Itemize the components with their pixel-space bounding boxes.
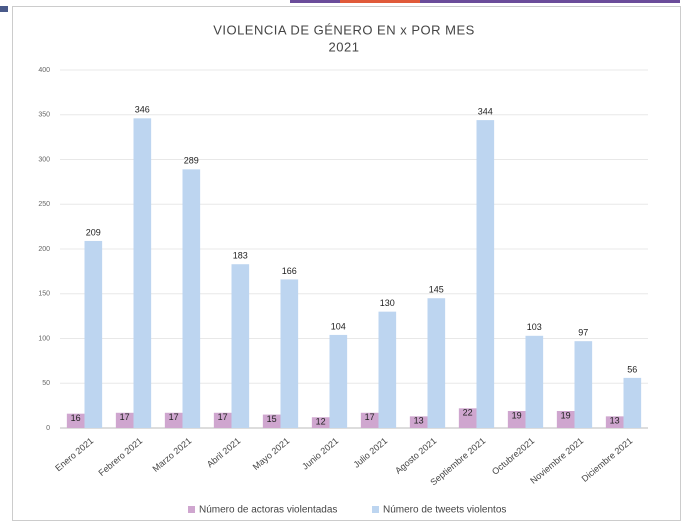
data-label: 17 <box>120 412 130 422</box>
bar <box>182 169 201 428</box>
bar <box>115 412 134 428</box>
data-label: 346 <box>135 105 150 115</box>
data-label: 16 <box>71 413 81 423</box>
y-tick-label: 300 <box>38 156 50 163</box>
bar <box>329 334 348 428</box>
data-label: 289 <box>184 156 199 166</box>
chart-title: VIOLENCIA DE GÉNERO EN x POR MES <box>213 22 475 37</box>
bar <box>525 335 544 428</box>
data-label: 209 <box>86 227 101 237</box>
data-label: 104 <box>331 321 346 331</box>
corner-mark <box>0 6 8 12</box>
data-label: 19 <box>561 410 571 420</box>
bar <box>507 410 526 428</box>
data-label: 12 <box>316 417 326 427</box>
y-tick-label: 50 <box>42 380 50 387</box>
legend-swatch <box>372 506 379 513</box>
bar <box>623 377 642 428</box>
legend-label: Número de actoras violentadas <box>199 505 337 516</box>
chart-subtitle: 2021 <box>329 39 360 54</box>
bar <box>231 264 250 428</box>
bar <box>133 118 152 428</box>
bar <box>427 298 446 428</box>
data-label: 19 <box>512 410 522 420</box>
data-label: 17 <box>365 412 375 422</box>
data-label: 103 <box>527 322 542 332</box>
bar <box>378 311 397 428</box>
data-label: 166 <box>282 266 297 276</box>
bar <box>164 412 183 428</box>
data-label: 17 <box>169 412 179 422</box>
data-label: 183 <box>233 251 248 261</box>
data-label: 17 <box>218 412 228 422</box>
data-label: 56 <box>627 364 637 374</box>
data-label: 344 <box>478 106 493 116</box>
bar <box>605 416 624 428</box>
legend-swatch <box>188 506 195 513</box>
bar <box>409 416 428 428</box>
data-label: 145 <box>429 285 444 295</box>
y-tick-label: 200 <box>38 246 50 253</box>
legend-label: Número de tweets violentos <box>383 505 506 516</box>
y-tick-label: 400 <box>38 67 50 74</box>
y-tick-label: 0 <box>46 425 50 432</box>
bar <box>213 412 232 428</box>
bar <box>84 240 103 428</box>
y-tick-label: 250 <box>38 201 50 208</box>
y-tick-label: 100 <box>38 335 50 342</box>
data-label: 15 <box>267 414 277 424</box>
y-tick-label: 350 <box>38 112 50 119</box>
data-label: 13 <box>610 416 620 426</box>
top-strip-accent <box>340 0 420 3</box>
bar <box>458 408 477 428</box>
data-label: 97 <box>578 328 588 338</box>
bar <box>556 410 575 428</box>
data-label: 130 <box>380 298 395 308</box>
bar <box>574 341 593 428</box>
bar <box>66 413 85 428</box>
bar <box>476 120 495 429</box>
bar <box>262 414 281 428</box>
bar <box>280 279 299 428</box>
top-strip <box>290 0 680 3</box>
chart-frame <box>12 6 681 521</box>
data-label: 13 <box>414 416 424 426</box>
data-label: 22 <box>463 408 473 418</box>
bar <box>360 412 379 428</box>
y-tick-label: 150 <box>38 291 50 298</box>
bar <box>311 417 330 428</box>
